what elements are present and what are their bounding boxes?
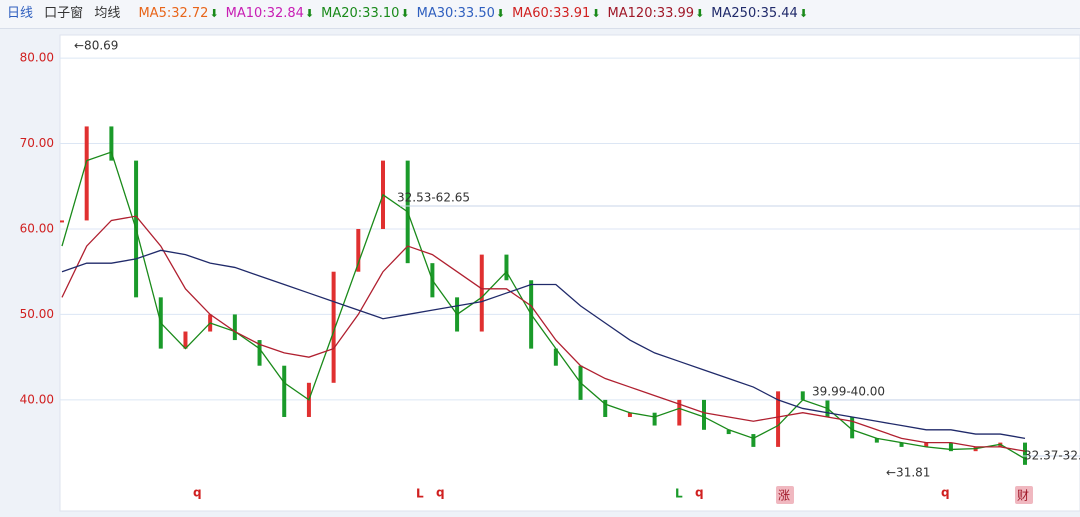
- marker: q: [695, 486, 704, 500]
- candle: [677, 399, 682, 426]
- candle: [652, 412, 657, 426]
- ma-legend: MA60:33.91: [512, 6, 591, 21]
- marker-box: [776, 486, 794, 504]
- candle: [479, 254, 484, 332]
- y-tick-label: 50.00: [20, 307, 54, 321]
- annotation: 32.37-32.6: [1024, 449, 1080, 463]
- annotation: ←80.69: [74, 39, 118, 53]
- chart: 40.00 50.00 60.00 70.00 80.00 ←80.69 32.53-6…: [20, 34, 1080, 512]
- candle: [603, 399, 608, 417]
- candle: [257, 340, 262, 366]
- y-tick-label: 60.00: [20, 221, 54, 235]
- y-tick-label: 70.00: [20, 136, 54, 150]
- marker: L: [675, 487, 683, 501]
- tab[interactable]: 均线: [94, 6, 121, 21]
- candle: [726, 429, 731, 435]
- candle: [776, 391, 781, 447]
- ma-legend: MA120:33.99: [607, 6, 695, 21]
- arrow-icon: ⬇: [591, 7, 601, 20]
- marker: 涨: [778, 488, 790, 503]
- candle: [874, 438, 879, 443]
- marker: L: [416, 487, 424, 501]
- marker: q: [193, 486, 202, 500]
- marker: q: [436, 486, 445, 500]
- arrow-icon: ⬇: [695, 7, 705, 20]
- candle: [504, 254, 509, 281]
- marker: q: [941, 486, 950, 500]
- plot-area: [59, 34, 1080, 512]
- candle: [899, 442, 904, 447]
- candle: [1023, 442, 1027, 465]
- annotation: 32.53-62.65: [397, 191, 470, 205]
- candle: [183, 331, 188, 349]
- candle: [948, 442, 953, 452]
- ma-legend: MA30:33.50: [416, 6, 495, 21]
- arrow-icon: ⬇: [495, 7, 506, 20]
- annotation: ←31.81: [886, 466, 930, 480]
- arrow-icon: ⬇: [209, 7, 219, 20]
- candle: [282, 365, 287, 417]
- candle: [553, 348, 558, 366]
- y-tick-label: 80.00: [20, 51, 54, 65]
- y-tick-label: 40.00: [20, 392, 54, 406]
- candle: [331, 271, 336, 383]
- ma-line: [61, 249, 1026, 439]
- arrow-icon: ⬇: [400, 7, 410, 20]
- tab[interactable]: 口子窗: [44, 6, 84, 21]
- ma-legend: MA5:32.72: [138, 6, 209, 21]
- candle: [800, 391, 805, 400]
- ma-legend: MA250:35.44: [711, 6, 798, 21]
- marker: 财: [1017, 489, 1029, 503]
- candle: [232, 314, 237, 341]
- ma-legend: MA10:32.84: [225, 6, 304, 21]
- arrow-icon: ⬇: [798, 7, 809, 20]
- candle: [850, 416, 855, 439]
- candle: [924, 442, 929, 447]
- arrow-icon: ⬇: [304, 7, 315, 20]
- candle: [751, 434, 756, 447]
- candle: [702, 399, 706, 430]
- marker-box: [1015, 486, 1033, 504]
- candle: [84, 126, 89, 221]
- ma-line: [61, 151, 1026, 460]
- candle: [109, 126, 114, 161]
- candle: [356, 228, 361, 272]
- toolbar: 日线 口子窗 均线 MA5:32.72⬇ MA10:32.84⬇ MA20:33.1…: [0, 0, 1080, 29]
- ma-legend: MA20:33.10: [321, 6, 400, 21]
- annotation: 39.99-40.00: [812, 385, 885, 399]
- candle: [60, 220, 64, 223]
- tab[interactable]: 日线: [7, 6, 34, 21]
- candle: [627, 412, 632, 417]
- ma-line: [61, 215, 1026, 452]
